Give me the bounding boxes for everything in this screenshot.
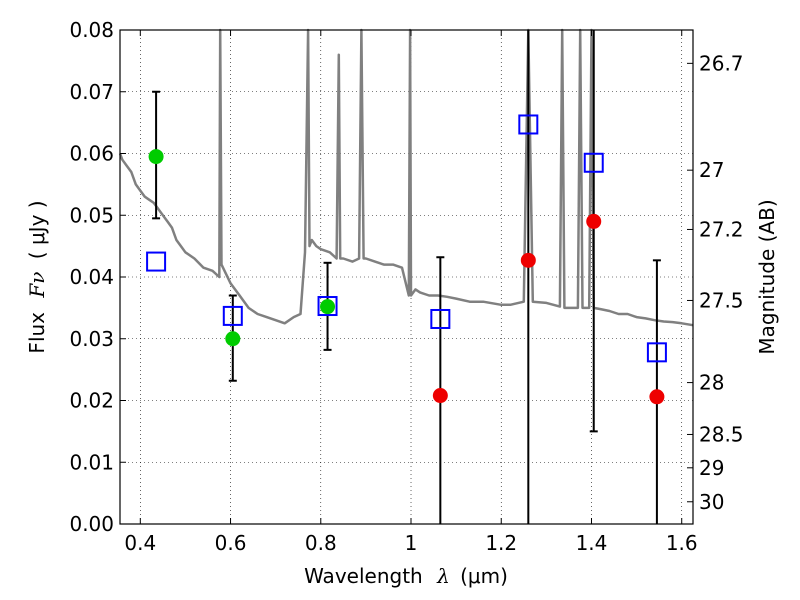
errorbars-group: [152, 30, 661, 524]
model-square-marker: [646, 342, 667, 363]
magnitude-tick-label: 28: [699, 371, 724, 395]
x-tick-label: 0.6: [215, 531, 247, 555]
red-data-point: [649, 389, 665, 405]
x-axis-label: Wavelength λ (μm): [304, 564, 508, 588]
model-square-marker: [317, 296, 338, 317]
red-data-point: [586, 213, 602, 229]
magnitude-tick-label: 27: [699, 158, 724, 182]
red-data-point: [432, 388, 448, 404]
y-axis-label: Flux Fν ( μJy ): [25, 200, 49, 353]
magnitude-tick-label: 26.7: [699, 51, 744, 75]
magnitude-tick-label: 27.2: [699, 217, 744, 241]
model-square-marker: [222, 305, 243, 326]
model-squares-group: [146, 114, 667, 363]
magnitude-tick-label: 28.5: [699, 422, 744, 446]
green-data-point: [225, 331, 241, 347]
y-tick-label: 0.04: [69, 265, 114, 289]
y-tick-label: 0.01: [69, 450, 114, 474]
red-data-point: [520, 252, 536, 268]
model-square-marker: [583, 152, 604, 173]
x-axis-label-unit: (μm): [460, 564, 508, 588]
green-data-point: [320, 299, 336, 315]
x-tick-labels: 0.4 0.6 0.8 1 1.2 1.4 1.6: [124, 531, 697, 555]
y-tick-label: 0.02: [69, 389, 114, 413]
x-tick-label: 0.8: [305, 531, 337, 555]
green-data-point: [148, 149, 164, 165]
y-axis-label-unit: ( μJy ): [25, 200, 49, 259]
plot-background: [120, 30, 693, 524]
y-axis-label-symbol: Fν: [25, 272, 49, 299]
data-points-group: [148, 149, 665, 405]
x-tick-label: 1.2: [485, 531, 517, 555]
model-square-marker: [430, 308, 451, 329]
y-tick-label: 0.06: [69, 142, 114, 166]
model-square-marker: [146, 251, 167, 272]
magnitude-tick-label: 29: [699, 456, 724, 480]
y-tick-labels: 0.00 0.01 0.02 0.03 0.04 0.05 0.06 0.07 0.08: [69, 18, 114, 536]
magnitude-tick-labels: 26.7 27 27.2 27.5 28 28.5 29 30: [699, 51, 744, 513]
x-tick-label: 1.6: [666, 531, 698, 555]
x-axis-label-text: Wavelength: [304, 564, 423, 588]
axis-ticks: [120, 29, 693, 525]
x-axis-label-symbol: λ: [436, 564, 450, 588]
x-tick-label: 0.4: [124, 531, 156, 555]
x-tick-label: 1.4: [576, 531, 608, 555]
x-tick-label: 1: [405, 531, 418, 555]
y-tick-label: 0.05: [69, 203, 114, 227]
y-tick-label: 0.03: [69, 327, 114, 351]
magnitude-axis-label: Magnitude (AB): [755, 199, 779, 354]
y-tick-label: 0.07: [69, 80, 114, 104]
model-square-marker: [518, 114, 539, 135]
magnitude-tick-label: 27.5: [699, 288, 744, 312]
magnitude-tick-label: 30: [699, 490, 724, 514]
y-tick-label: 0.00: [69, 512, 114, 536]
y-tick-label: 0.08: [69, 18, 114, 42]
y-axis-label-text: Flux: [25, 312, 49, 354]
